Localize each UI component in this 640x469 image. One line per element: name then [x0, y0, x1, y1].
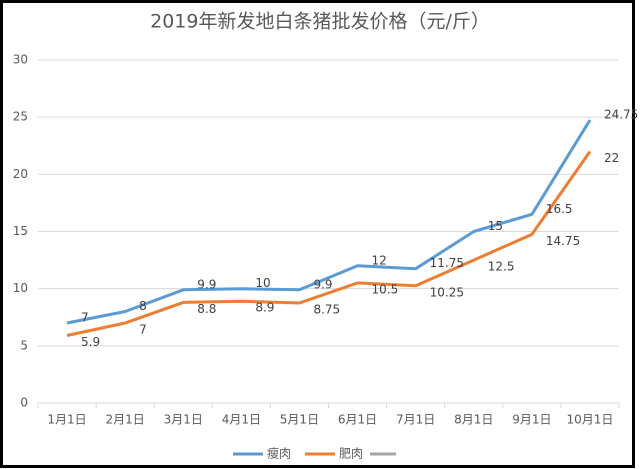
- data-label: 10: [255, 276, 270, 290]
- data-label: 11.75: [430, 256, 464, 270]
- x-tick-label: 5月1日: [280, 413, 319, 427]
- x-tick-label: 8月1日: [454, 413, 493, 427]
- x-tick-label: 3月1日: [164, 413, 203, 427]
- data-label: 22: [604, 151, 619, 165]
- data-label: 8.75: [313, 302, 340, 316]
- data-label: 10.25: [430, 285, 464, 299]
- data-label: 12.5: [488, 260, 515, 274]
- series-line: [66, 150, 592, 337]
- data-label: 7: [81, 310, 89, 324]
- data-label: 15: [488, 219, 503, 233]
- legend-label: 肥肉: [339, 447, 363, 461]
- data-label: 10.5: [372, 282, 399, 296]
- y-tick-label: 10: [13, 281, 28, 295]
- chart-title: 2019年新发地白条猪批发价格（元/斤）: [150, 11, 490, 33]
- x-tick-label: 1月1日: [47, 413, 86, 427]
- x-tick-label: 7月1日: [396, 413, 435, 427]
- data-label: 8.8: [197, 302, 216, 316]
- x-tick-label: 2月1日: [106, 413, 145, 427]
- x-tick-label: 9月1日: [512, 413, 551, 427]
- y-tick-label: 20: [13, 167, 28, 181]
- data-label: 16.5: [546, 202, 573, 216]
- y-tick-label: 5: [20, 338, 28, 352]
- x-tick-label: 10月1日: [566, 413, 613, 427]
- series-line: [66, 119, 592, 325]
- data-label: 8.9: [255, 301, 274, 315]
- data-label: 12: [372, 253, 387, 267]
- y-tick-label: 30: [13, 53, 28, 67]
- legend-label: 瘦肉: [267, 446, 291, 461]
- data-label: 8: [139, 299, 147, 313]
- x-tick-label: 6月1日: [338, 413, 377, 427]
- x-tick-label: 4月1日: [222, 413, 261, 427]
- y-tick-label: 0: [20, 396, 28, 410]
- data-label: 5.9: [81, 335, 100, 349]
- y-tick-label: 15: [13, 224, 28, 238]
- data-label: 14.75: [546, 234, 580, 248]
- data-label: 9.9: [313, 277, 332, 291]
- data-label: 9.9: [197, 277, 216, 291]
- y-tick-label: 25: [13, 110, 28, 124]
- data-label: 7: [139, 322, 147, 336]
- data-label: 24.75: [604, 108, 638, 122]
